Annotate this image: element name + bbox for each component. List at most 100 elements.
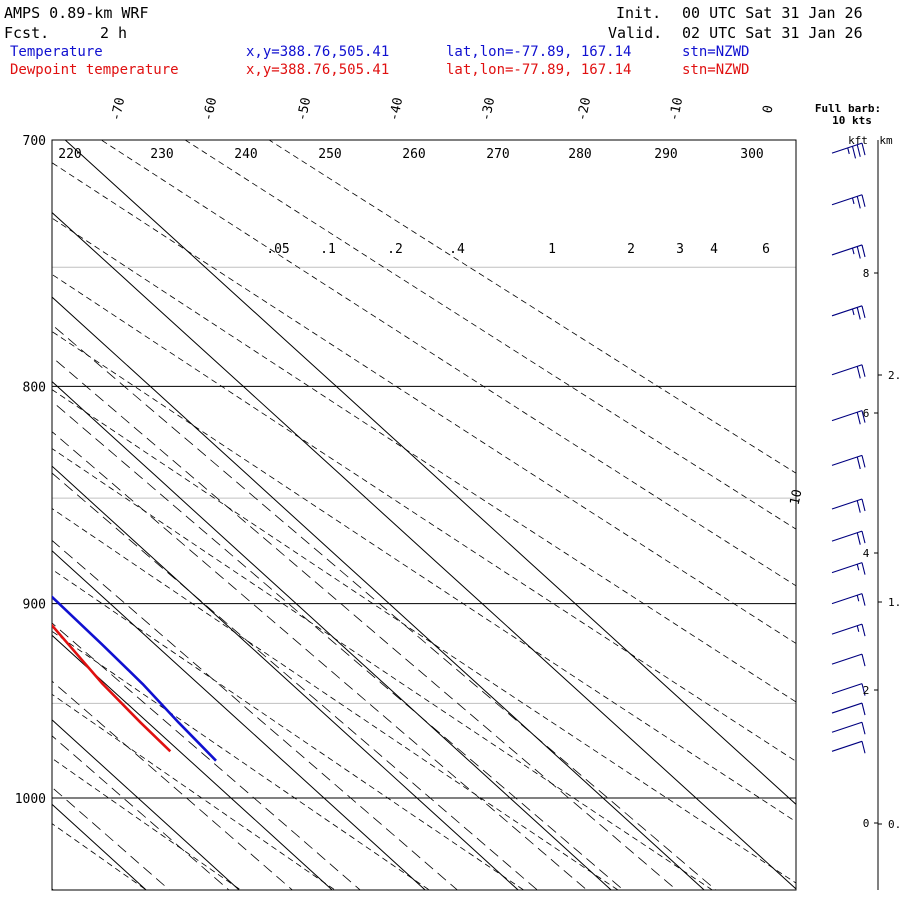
- wind-barb-flag: [856, 412, 861, 425]
- isotherm: [52, 634, 333, 890]
- temperature-tick-label: -40: [387, 96, 407, 122]
- wind-barb-flag: [856, 366, 861, 379]
- dry-adiabat: [52, 757, 242, 890]
- pressure-tick-label: 900: [23, 598, 46, 613]
- mixing-ratio-line: [52, 324, 717, 890]
- legend-dewpoint-stn: stn=NZWD: [682, 62, 750, 78]
- theta-tick-label: 270: [486, 147, 509, 162]
- wind-barb-flag: [856, 307, 861, 320]
- temperature-tick-label: -10: [667, 96, 687, 122]
- kft-tick-label: 2: [863, 684, 870, 697]
- mixing-ratio-tick-label: .1: [320, 242, 336, 257]
- mixing-ratio-line: [52, 356, 678, 890]
- dry-adiabat: [52, 508, 619, 890]
- valid-label: Valid.: [608, 24, 663, 42]
- kft-tick-label: 8: [863, 267, 870, 280]
- dry-adiabat: [52, 273, 796, 762]
- wind-barb: [831, 410, 866, 425]
- forecast-label: Fcst.: [4, 24, 50, 42]
- legend-temperature-xy: x,y=388.76,505.41: [246, 44, 390, 60]
- dry-adiabat: [52, 389, 796, 884]
- isotherm: [52, 719, 240, 890]
- wind-barb-flag: [856, 500, 861, 513]
- theta-tick-label: 240: [234, 147, 257, 162]
- mixing-ratio-tick-label: .2: [387, 242, 403, 257]
- theta-tick-label: 280: [568, 147, 591, 162]
- temperature-tick-label: -60: [201, 96, 221, 122]
- mixing-ratio-line: [52, 472, 538, 890]
- mixing-ratio-line: [52, 539, 458, 890]
- dry-adiabat: [52, 693, 336, 890]
- wind-barb: [831, 702, 866, 716]
- wind-barb: [831, 721, 866, 735]
- wind-barb-flag: [861, 244, 866, 258]
- wind-barb-staff: [831, 593, 863, 605]
- sounding-series: [52, 595, 217, 762]
- isotherm: [52, 465, 519, 890]
- wind-barb: [831, 305, 866, 320]
- mixing-ratio-tick-label: 4: [710, 242, 718, 257]
- dry-adiabat: [52, 162, 796, 644]
- wind-barb-staff: [831, 305, 863, 317]
- wind-barb: [831, 683, 866, 696]
- wind-barb-flag: [856, 456, 861, 470]
- plot-frame: [51, 139, 797, 891]
- dry-adiabat: [52, 448, 714, 890]
- temperature-tick-label: 0: [760, 104, 776, 115]
- theta-tick-label: 290: [654, 147, 677, 162]
- barb-note-line2: 10 kts: [832, 114, 872, 127]
- temperature-tick-label: -50: [295, 96, 315, 122]
- dry-adiabat: [52, 217, 796, 703]
- wind-barb-staff: [831, 498, 863, 510]
- legend-dewpoint-name: Dewpoint temperature: [10, 62, 179, 78]
- dry-adiabat: [52, 568, 525, 890]
- temperature-tick-label: -20: [575, 96, 595, 122]
- wind-barb-flag: [861, 593, 866, 606]
- wind-barb-flag: [861, 530, 866, 544]
- wind-barb-staff: [831, 364, 863, 376]
- model-title: AMPS 0.89-km WRF: [4, 4, 149, 22]
- isotherm: [64, 140, 796, 806]
- theta-tick-label: 260: [402, 147, 425, 162]
- mixing-ratio-line: [52, 431, 588, 890]
- mixing-ratio-line: [52, 786, 171, 890]
- wind-barb-staff: [831, 530, 863, 542]
- wind-barb: [831, 194, 866, 209]
- pressure-tick-label: 700: [23, 134, 46, 149]
- kft-tick-label: 0: [863, 817, 870, 830]
- wind-barb-flag: [861, 741, 866, 754]
- valid-value: 02 UTC Sat 31 Jan 26: [682, 24, 863, 42]
- wind-barb-flag: [861, 410, 866, 423]
- legend-temperature-stn: stn=NZWD: [682, 44, 750, 60]
- wind-barb-flag: [861, 683, 866, 696]
- mixing-ratio-tick-label: 2: [627, 242, 635, 257]
- mixing-ratio-tick-label: .4: [449, 242, 465, 257]
- wind-barb-half-flag: [847, 147, 850, 155]
- wind-barb-half-flag: [851, 197, 855, 205]
- pressure-tick-label: 800: [23, 380, 46, 395]
- isotherm: [52, 550, 426, 890]
- wind-barb-staff: [831, 562, 863, 574]
- wind-barb-flag: [856, 246, 861, 259]
- dry-adiabat: [52, 823, 148, 890]
- wind-barb-flag: [861, 194, 866, 207]
- init-label: Init.: [616, 4, 662, 22]
- wind-barb-staff: [831, 740, 863, 752]
- wind-barb-half-flag: [851, 308, 855, 316]
- isotherm: [52, 380, 612, 890]
- wind-barb: [831, 498, 866, 513]
- wind-barb-flag: [861, 455, 866, 468]
- theta-tick-label: 230: [150, 147, 173, 162]
- isotherm: [52, 888, 54, 890]
- km-tick-label: 1.: [888, 596, 900, 609]
- wind-barb: [831, 653, 866, 667]
- wind-barb-flag: [861, 364, 866, 377]
- theta-tick-label: 300: [740, 147, 763, 162]
- kft-tick-label: 4: [863, 547, 870, 560]
- mixing-ratio-line: [52, 735, 230, 890]
- wind-barb-flag: [856, 144, 861, 157]
- mixing-ratio-tick-label: 1: [548, 242, 556, 257]
- wind-barb-half-flag: [856, 564, 860, 571]
- wind-barb-flag: [856, 196, 861, 209]
- wind-barb-staff: [831, 410, 863, 422]
